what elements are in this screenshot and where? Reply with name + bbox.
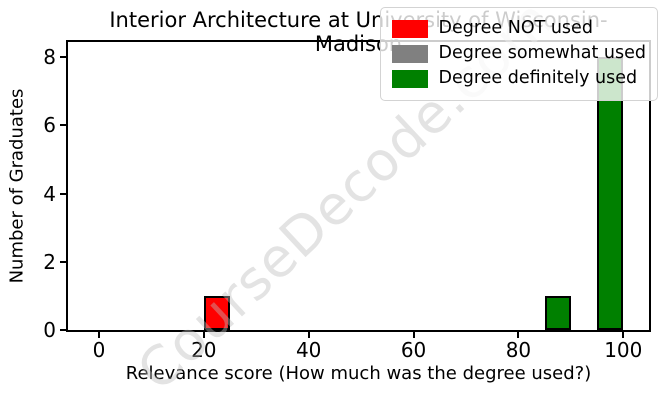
y-axis-tick xyxy=(60,192,66,195)
x-axis-tick xyxy=(97,332,100,338)
x-axis-tick xyxy=(412,332,415,338)
x-axis-tick-label: 60 xyxy=(400,338,427,362)
histogram-bar xyxy=(203,295,230,330)
y-axis-tick-label: 2 xyxy=(43,249,56,274)
x-axis-tick-label: 40 xyxy=(295,338,322,362)
legend-swatch-red xyxy=(392,19,429,38)
legend-label: Degree definitely used xyxy=(438,67,638,88)
x-axis-tick-label: 0 xyxy=(92,338,106,362)
legend-label: Degree somewhat used xyxy=(438,42,646,63)
legend-item-degree-not-used: Degree NOT used xyxy=(392,18,646,40)
histogram-bar xyxy=(544,295,571,330)
legend-swatch-green xyxy=(392,69,429,88)
legend-item-degree-somewhat-used: Degree somewhat used xyxy=(392,43,646,65)
legend-label: Degree NOT used xyxy=(438,18,593,38)
x-axis-tick xyxy=(202,332,205,338)
y-axis-tick xyxy=(60,329,66,331)
x-axis-tick xyxy=(307,332,310,338)
x-axis-tick xyxy=(517,332,520,338)
x-axis-label: Relevance score (How much was the degree… xyxy=(125,363,592,384)
y-axis-tick xyxy=(60,260,66,263)
y-axis-tick-label: 0 xyxy=(43,318,56,342)
legend: Degree NOT used Degree somewhat used Deg… xyxy=(380,7,658,101)
x-axis-tick-label: 20 xyxy=(191,338,217,362)
y-axis-tick-label: 8 xyxy=(43,45,56,69)
x-axis-tick-label: 80 xyxy=(505,338,532,362)
x-axis-tick-label: 100 xyxy=(604,338,643,362)
y-axis-tick-label: 6 xyxy=(43,113,56,138)
y-axis-tick-label: 4 xyxy=(43,181,56,206)
histogram-bar xyxy=(597,57,624,330)
legend-item-degree-definitely-used: Degree definitely used xyxy=(392,68,646,90)
x-axis-tick xyxy=(622,332,625,338)
y-axis-tick xyxy=(60,124,66,127)
legend-swatch-gray xyxy=(392,44,429,63)
plot-area: 0 20 40 60 80 100 0 2 4 6 8 xyxy=(43,40,651,360)
y-axis-label: Number of Graduates xyxy=(6,88,28,284)
y-axis-tick xyxy=(60,56,66,58)
